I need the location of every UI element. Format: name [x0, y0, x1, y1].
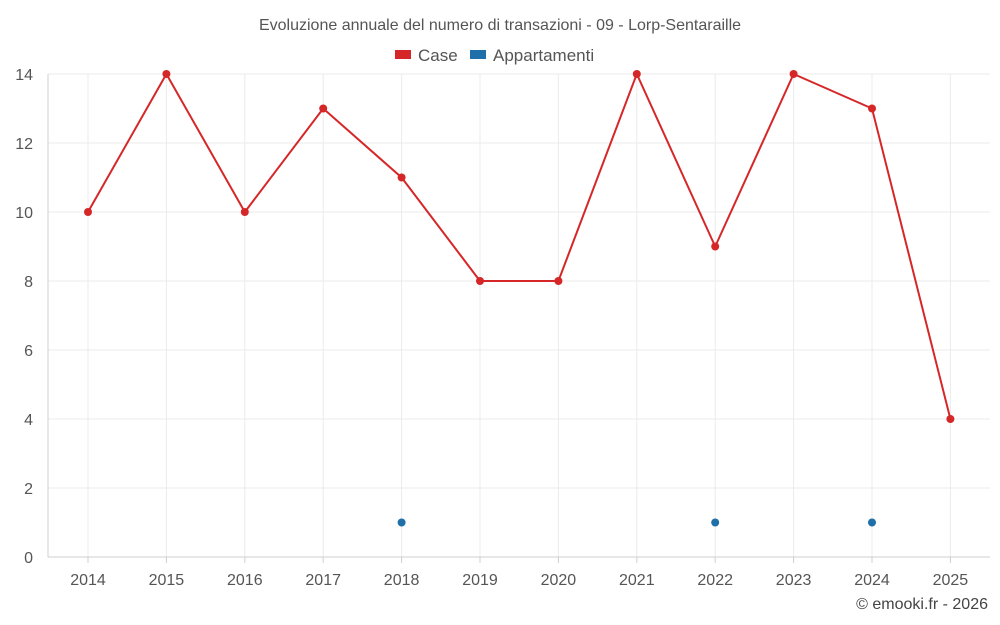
data-series	[84, 70, 955, 527]
data-point-case-2024[interactable]	[868, 104, 876, 113]
legend-item-appartamenti[interactable]: Appartamenti	[470, 46, 594, 65]
data-point-case-2022[interactable]	[711, 242, 720, 251]
data-point-case-2014[interactable]	[84, 208, 92, 216]
y-tick-label: 0	[24, 550, 33, 567]
credit-text: © emooki.fr - 2026	[856, 596, 988, 613]
chart-title: Evoluzione annuale del numero di transaz…	[259, 17, 741, 34]
data-point-case-2015[interactable]	[162, 70, 171, 78]
x-tick-label: 2016	[227, 572, 263, 589]
x-axis-tick-labels: 2014 2015 2016 2017 2018 2019 2020 2021 2022 2023…	[70, 572, 968, 589]
legend-label-appartamenti: Appartamenti	[493, 46, 594, 65]
series-line-case	[87, 73, 952, 420]
data-point-appartamenti-2022[interactable]	[711, 518, 720, 527]
x-tick-label: 2018	[384, 572, 420, 589]
data-point-case-2019[interactable]	[476, 277, 484, 285]
x-tick-label: 2017	[305, 572, 341, 589]
y-tick-label: 12	[15, 136, 33, 153]
legend-label-case: Case	[418, 46, 458, 65]
data-point-case-2017[interactable]	[319, 104, 328, 113]
grid-lines	[48, 73, 990, 557]
y-tick-label: 10	[15, 205, 33, 222]
data-point-appartamenti-2024[interactable]	[868, 518, 876, 527]
y-tick-label: 2	[24, 481, 33, 498]
data-point-case-2018[interactable]	[397, 173, 406, 182]
x-tick-label: 2023	[776, 572, 812, 589]
y-tick-label: 6	[24, 343, 33, 360]
data-point-case-2023[interactable]	[789, 70, 798, 78]
x-tick-label: 2020	[541, 572, 577, 589]
data-point-case-2016[interactable]	[240, 208, 249, 216]
x-tick-label: 2025	[933, 572, 969, 589]
legend-swatch-case	[395, 50, 411, 59]
y-tick-label: 14	[15, 67, 33, 84]
y-tick-label: 8	[24, 274, 33, 291]
legend: Case Appartamenti	[395, 46, 594, 65]
legend-item-case[interactable]: Case	[395, 46, 458, 65]
axes	[47, 74, 990, 563]
x-tick-label: 2019	[462, 572, 498, 589]
data-point-case-2025[interactable]	[946, 415, 955, 423]
series-appartamenti	[397, 518, 876, 527]
x-tick-label: 2021	[619, 572, 655, 589]
x-tick-label: 2022	[697, 572, 733, 589]
x-tick-label: 2024	[854, 572, 890, 589]
data-point-case-2020[interactable]	[554, 277, 563, 285]
x-tick-label: 2014	[70, 572, 106, 589]
x-tick-label: 2015	[149, 572, 185, 589]
data-point-appartamenti-2018[interactable]	[397, 518, 406, 527]
data-point-case-2021[interactable]	[632, 70, 641, 78]
y-tick-label: 4	[24, 412, 33, 429]
series-case	[84, 70, 955, 423]
y-axis-tick-labels: 0 2 4 6 8 10 12 14	[15, 67, 33, 567]
legend-swatch-appartamenti	[470, 50, 486, 59]
